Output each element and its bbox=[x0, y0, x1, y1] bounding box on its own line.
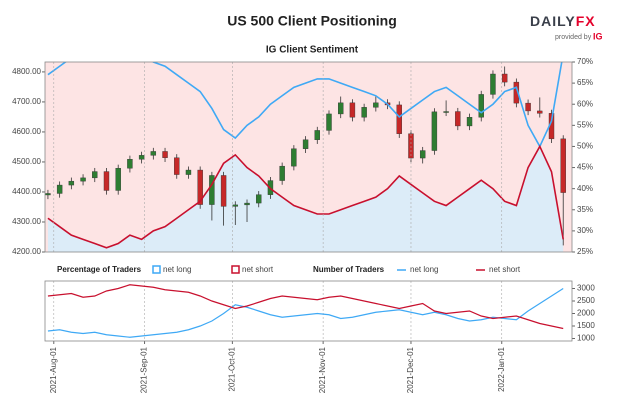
sentiment-line bbox=[47, 62, 563, 149]
y-tick-label: 4400.00 bbox=[12, 187, 41, 196]
candle-body bbox=[150, 151, 157, 156]
legend-label: net short bbox=[489, 265, 521, 274]
legend-label: net long bbox=[163, 265, 191, 274]
sentiment-fill bbox=[45, 146, 572, 252]
y2-tick-label: 40% bbox=[577, 184, 593, 193]
y-tick-label: 2000 bbox=[577, 309, 595, 318]
candle-body bbox=[513, 81, 520, 104]
sub-panel bbox=[45, 281, 572, 341]
candle-body bbox=[127, 159, 133, 169]
traders-line bbox=[47, 284, 564, 330]
candle-body bbox=[232, 204, 239, 207]
candle-body bbox=[138, 155, 145, 160]
plot-frame bbox=[44, 61, 573, 253]
candle-body bbox=[349, 102, 356, 118]
x-tick-label: 2021-Dec-01 bbox=[406, 346, 415, 393]
candle-body bbox=[162, 151, 168, 158]
candle-body bbox=[396, 104, 402, 134]
y2-tick-label: 70% bbox=[577, 57, 593, 66]
candle-body bbox=[525, 102, 531, 112]
candle-body bbox=[338, 102, 344, 115]
y-tick-label: 4300.00 bbox=[12, 217, 41, 226]
candle-body bbox=[56, 184, 63, 194]
candle-body bbox=[478, 94, 484, 118]
x-tick-label: 2021-Sep-01 bbox=[140, 346, 149, 393]
candle-body bbox=[373, 102, 379, 108]
y-tick-label: 4700.00 bbox=[12, 97, 41, 106]
y2-tick-label: 60% bbox=[577, 99, 593, 108]
x-tick-label: 2021-Oct-01 bbox=[227, 346, 236, 391]
candle-body bbox=[560, 138, 566, 193]
logo-provided-by: provided by bbox=[555, 34, 592, 41]
y-tick-label: 4800.00 bbox=[12, 67, 41, 76]
legend-swatch bbox=[231, 265, 240, 274]
plot-frame bbox=[44, 280, 573, 342]
candle-body bbox=[197, 169, 203, 205]
candle-body bbox=[466, 117, 473, 127]
y2-tick-label: 25% bbox=[577, 247, 593, 256]
candle-body bbox=[256, 194, 262, 204]
legend-title: Percentage of Traders bbox=[57, 265, 142, 274]
logo-brand: IG bbox=[593, 31, 603, 41]
y2-tick-label: 30% bbox=[577, 226, 593, 235]
candle-body bbox=[115, 168, 121, 191]
candle-body bbox=[419, 150, 426, 159]
candle-body bbox=[302, 139, 309, 149]
candle-body bbox=[501, 73, 508, 83]
y-tick-label: 1000 bbox=[577, 334, 595, 343]
candle-body bbox=[291, 148, 297, 167]
candle-body bbox=[279, 165, 285, 181]
candle-body bbox=[80, 177, 86, 182]
candle-body bbox=[244, 202, 250, 206]
main-plot bbox=[45, 62, 572, 252]
legend-swatch bbox=[152, 265, 161, 274]
candle-body bbox=[92, 171, 98, 179]
candle-body bbox=[103, 171, 110, 191]
logo-daily: DAILY bbox=[530, 13, 576, 29]
candle-body bbox=[185, 169, 192, 175]
y-tick-label: 2500 bbox=[577, 296, 595, 305]
y2-tick-label: 55% bbox=[577, 120, 593, 129]
y-tick-label: 4600.00 bbox=[12, 127, 41, 136]
candle-body bbox=[537, 110, 543, 114]
logo-daily: DAILYFX bbox=[530, 13, 596, 29]
y-tick-label: 4500.00 bbox=[12, 157, 41, 166]
candle-body bbox=[326, 113, 332, 131]
candle-body bbox=[174, 157, 180, 175]
sub-plot bbox=[47, 284, 564, 338]
legend-label: net short bbox=[242, 265, 274, 274]
legend-title: Number of Traders bbox=[313, 265, 385, 274]
y2-tick-label: 35% bbox=[577, 205, 593, 214]
y2-tick-label: 50% bbox=[577, 142, 593, 151]
traders-line bbox=[47, 287, 564, 338]
y-tick-label: 4200.00 bbox=[12, 247, 41, 256]
chart-title: US 500 Client Positioning bbox=[227, 13, 397, 29]
candle-body bbox=[314, 130, 320, 140]
candle-body bbox=[361, 107, 367, 118]
candle-body bbox=[455, 111, 461, 127]
chart-subtitle: IG Client Sentiment bbox=[266, 45, 359, 56]
y-tick-label: 3000 bbox=[577, 284, 595, 293]
sentiment-line bbox=[47, 144, 565, 249]
y-tick-label: 1500 bbox=[577, 321, 595, 330]
candle-body bbox=[220, 175, 227, 207]
candle-body bbox=[431, 111, 438, 151]
legend-label: net long bbox=[410, 265, 438, 274]
candle-body bbox=[68, 180, 75, 186]
x-tick-label: 2022-Jan-01 bbox=[497, 346, 506, 391]
candle-body bbox=[490, 73, 496, 95]
x-tick-label: 2021-Aug-01 bbox=[49, 346, 58, 393]
candle-body bbox=[209, 175, 215, 205]
candle-body bbox=[443, 111, 449, 113]
logo-fx: FX bbox=[576, 13, 596, 29]
y2-tick-label: 65% bbox=[577, 78, 593, 87]
x-tick-label: 2021-Nov-01 bbox=[318, 346, 327, 393]
y2-tick-label: 45% bbox=[577, 163, 593, 172]
candle-body bbox=[45, 193, 51, 196]
